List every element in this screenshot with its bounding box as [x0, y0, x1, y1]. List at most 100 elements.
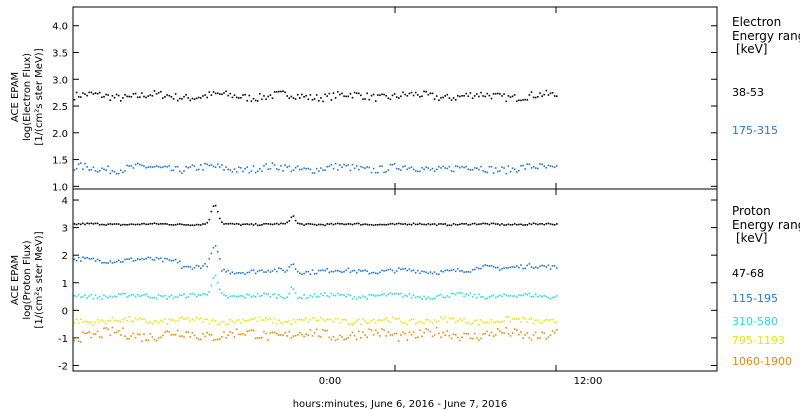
data-point — [419, 296, 421, 298]
data-point — [202, 265, 204, 267]
data-point — [223, 331, 225, 333]
data-point — [509, 266, 512, 269]
data-point — [252, 329, 255, 332]
data-point — [440, 167, 442, 169]
data-point — [183, 265, 185, 268]
data-point — [174, 93, 177, 95]
data-point — [315, 328, 318, 331]
data-point — [412, 294, 415, 297]
data-point — [122, 171, 124, 174]
data-point — [250, 329, 253, 331]
data-point — [446, 167, 449, 170]
data-point — [214, 320, 217, 322]
data-point — [389, 163, 392, 166]
data-point — [457, 336, 459, 339]
data-point — [120, 169, 122, 172]
data-point — [484, 332, 486, 335]
data-point — [124, 258, 126, 261]
data-point — [75, 167, 78, 170]
data-point — [518, 223, 520, 226]
data-point — [450, 337, 453, 340]
data-point — [263, 319, 265, 321]
data-point — [128, 258, 130, 260]
data-point — [191, 318, 194, 320]
data-point — [73, 294, 76, 297]
data-point — [208, 322, 211, 325]
data-point — [189, 99, 192, 102]
data-point — [256, 170, 259, 172]
data-point — [520, 165, 522, 167]
data-point — [273, 164, 276, 166]
data-point — [286, 335, 288, 337]
data-point — [189, 336, 192, 338]
data-point — [421, 335, 423, 338]
data-point — [269, 168, 272, 170]
data-point — [366, 322, 368, 324]
data-point — [339, 294, 341, 296]
data-point — [301, 319, 303, 321]
data-point — [174, 320, 177, 323]
data-point — [341, 336, 343, 338]
data-point — [254, 296, 257, 298]
data-point — [488, 265, 491, 267]
data-point — [164, 294, 166, 297]
data-point — [290, 286, 293, 289]
data-point — [547, 264, 550, 267]
data-point — [353, 223, 356, 225]
data-point — [294, 321, 297, 323]
data-point — [446, 269, 449, 271]
data-point — [484, 322, 486, 324]
data-point — [473, 320, 476, 322]
data-point — [349, 334, 352, 337]
data-point — [115, 295, 118, 298]
data-point — [240, 272, 242, 274]
data-point — [355, 272, 358, 274]
data-point — [467, 271, 470, 273]
data-point — [511, 167, 514, 169]
data-point — [238, 166, 240, 168]
data-point — [469, 169, 472, 171]
data-point — [553, 296, 556, 298]
data-point — [303, 96, 305, 98]
data-point — [117, 223, 120, 225]
data-point — [98, 336, 101, 338]
series-310-580 — [73, 274, 558, 300]
data-point — [480, 319, 482, 321]
data-point — [499, 321, 501, 323]
data-point — [469, 92, 472, 94]
data-point — [471, 222, 474, 225]
data-point — [256, 224, 259, 227]
data-point — [480, 267, 482, 270]
data-point — [105, 262, 107, 264]
data-point — [520, 331, 522, 333]
data-point — [246, 330, 248, 333]
data-point — [547, 296, 550, 299]
data-point — [143, 258, 145, 261]
data-point — [360, 323, 362, 325]
data-point — [543, 319, 545, 322]
data-point — [176, 261, 179, 264]
data-point — [157, 294, 160, 296]
data-point — [273, 293, 276, 295]
data-point — [160, 295, 162, 297]
data-point — [326, 318, 328, 320]
data-point — [170, 224, 173, 226]
data-point — [467, 333, 470, 335]
data-point — [80, 296, 82, 299]
data-point — [431, 92, 434, 95]
data-point — [223, 169, 225, 171]
data-point — [141, 318, 143, 320]
plot-frame — [72, 6, 718, 190]
data-point — [431, 272, 434, 275]
data-point — [360, 224, 362, 226]
data-point — [435, 168, 438, 171]
data-point — [168, 318, 171, 321]
data-point — [145, 321, 147, 323]
data-point — [433, 223, 436, 225]
data-point — [238, 319, 240, 321]
data-point — [393, 163, 396, 165]
data-point — [450, 99, 453, 101]
data-point — [478, 339, 480, 342]
data-point — [412, 168, 415, 171]
data-point — [94, 333, 97, 335]
